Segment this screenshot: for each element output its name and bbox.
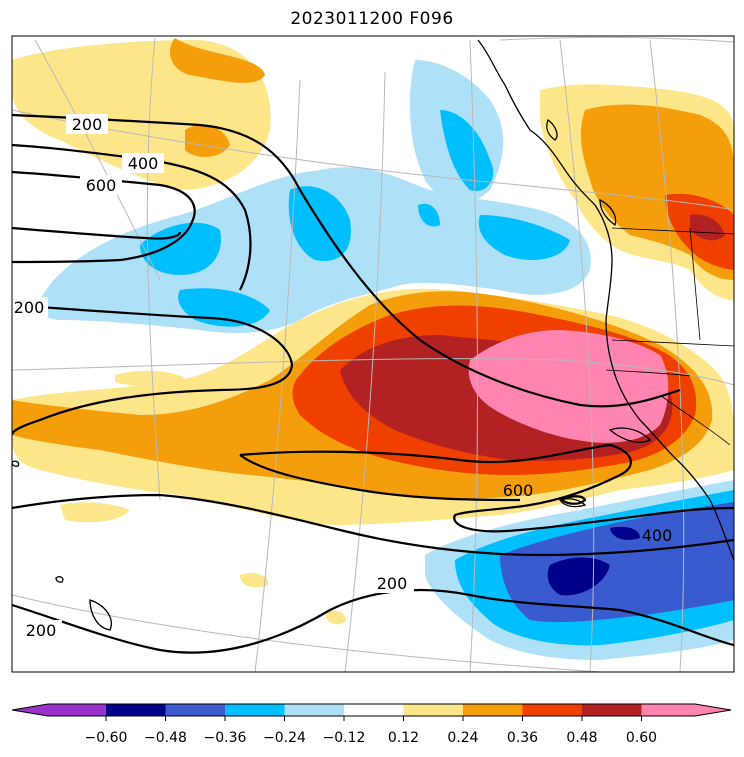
colorbar-segment bbox=[641, 704, 731, 716]
contour-label: 200 bbox=[26, 621, 57, 640]
map-frame bbox=[11, 35, 735, 673]
colorbar-tick-label: 0.48 bbox=[566, 730, 597, 746]
colorbar-tick-label: 0.36 bbox=[507, 730, 538, 746]
colorbar-tick-label: −0.48 bbox=[144, 730, 187, 746]
colorbar-segment bbox=[106, 704, 166, 716]
colorbar-tick-label: 0.24 bbox=[447, 730, 478, 746]
contour-label: 200 bbox=[72, 115, 103, 134]
graticule bbox=[12, 36, 734, 672]
colorbar-segment bbox=[344, 704, 404, 716]
colorbar-tick-label: −0.36 bbox=[204, 730, 247, 746]
colorbar-tick-label: −0.24 bbox=[263, 730, 306, 746]
contour-label: 200 bbox=[14, 298, 45, 317]
shaded-anomaly-field bbox=[12, 38, 734, 660]
contour-label: 600 bbox=[86, 176, 117, 195]
colorbar-segment bbox=[522, 704, 583, 716]
colorbar-segment bbox=[582, 704, 642, 716]
map-title: 2023011200 F096 bbox=[290, 9, 454, 29]
contour-labels: 200 400 600 200 600 400 200 200 bbox=[12, 114, 673, 640]
colorbar-segment bbox=[284, 704, 345, 716]
coastline bbox=[12, 39, 734, 631]
contour-label: 200 bbox=[377, 574, 408, 593]
height-contours bbox=[12, 113, 734, 654]
colorbar-ticks: −0.60 −0.48 −0.36 −0.24 −0.12 0.12 0.24 0.36 0.4… bbox=[85, 716, 657, 746]
political-borders bbox=[605, 227, 734, 446]
colorbar-outline bbox=[11, 703, 732, 717]
contour-label: 400 bbox=[642, 526, 673, 545]
colorbar-tick-label: 0.12 bbox=[388, 730, 419, 746]
colorbar-segment bbox=[12, 704, 106, 716]
colorbar-segment bbox=[403, 704, 464, 716]
colorbar-tick-label: −0.60 bbox=[85, 730, 128, 746]
colorbar-segment bbox=[463, 704, 523, 716]
colorbar-tick-label: −0.12 bbox=[323, 730, 366, 746]
contour-label: 400 bbox=[128, 154, 159, 173]
colorbar-segments bbox=[11, 703, 732, 717]
colorbar-tick-label: 0.60 bbox=[626, 730, 657, 746]
colorbar-segment bbox=[165, 704, 226, 716]
colorbar-segment bbox=[225, 704, 285, 716]
contour-label: 600 bbox=[503, 481, 534, 500]
